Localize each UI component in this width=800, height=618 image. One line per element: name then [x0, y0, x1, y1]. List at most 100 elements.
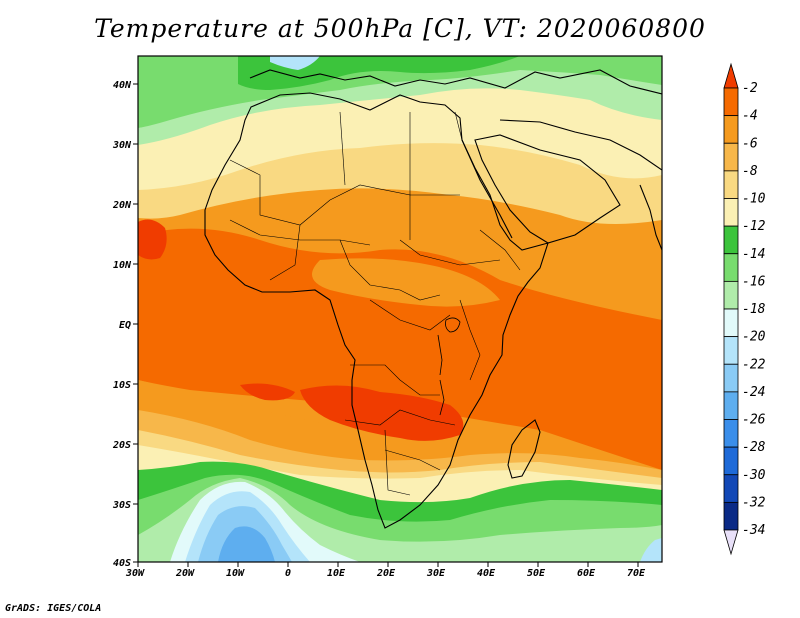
lat-tick-10n: 10N — [113, 260, 132, 271]
lat-tick-40s: 40S — [113, 558, 131, 569]
lat-tick-30s: 30S — [112, 500, 131, 511]
colorbar-label: -12 — [742, 219, 766, 234]
colorbar-bottom-arrow — [723, 529, 739, 556]
border-sahara-1 — [339, 111, 346, 186]
band-warm-strong-sw — [240, 383, 295, 401]
lon-tick-30e: 30E — [426, 568, 446, 579]
colorbar-label: -18 — [742, 302, 766, 317]
colorbar-swatch — [723, 253, 739, 282]
border-south-1 — [350, 364, 440, 396]
colorbar-label: -28 — [742, 440, 766, 455]
colorbar-swatch — [723, 501, 739, 531]
lon-tick-30w: 30W — [125, 568, 145, 579]
lat-tick-20n: 20N — [112, 200, 132, 211]
lat-tick-marks — [133, 83, 138, 563]
lon-tick-50e: 50E — [527, 568, 546, 579]
lat-tick-10s: 10S — [113, 380, 131, 391]
lat-tick-40n: 40N — [113, 80, 132, 91]
lat-tick-eq: EQ — [119, 320, 131, 331]
colorbar-label: -8 — [742, 164, 758, 179]
colorbar-swatch — [723, 446, 739, 476]
india-coastline — [639, 184, 662, 251]
border-east — [459, 299, 481, 381]
colorbar-label: -20 — [742, 330, 766, 345]
lon-tick-60e: 60E — [577, 568, 596, 579]
border-south-3 — [384, 449, 441, 471]
border-central-3 — [369, 299, 451, 331]
map-frame — [137, 55, 663, 563]
border-nw — [229, 159, 411, 240]
lon-tick-20e: 20E — [376, 568, 396, 579]
band-light-blue-north — [270, 56, 320, 70]
colorbar-label: -32 — [742, 495, 766, 510]
border-sahel — [269, 224, 301, 281]
lon-tick-10e: 10E — [327, 568, 346, 579]
band-warm-strong-west — [138, 219, 167, 260]
colorbar-swatch — [723, 391, 739, 420]
colorbar-label: -6 — [742, 136, 758, 151]
band-warm-mid-core — [312, 258, 500, 307]
lon-tick-marks — [137, 562, 639, 567]
map-title: Temperature at 500hPa [C], VT: 202006080… — [94, 14, 706, 43]
colorbar-label: -2 — [742, 81, 758, 96]
border-south-2 — [344, 409, 456, 426]
lon-tick-70e: 70E — [627, 568, 646, 579]
lake-tanganyika — [437, 334, 443, 376]
colorbar-swatch — [723, 419, 739, 448]
persia-coastline — [499, 119, 662, 171]
colorbar-label: -14 — [742, 247, 765, 262]
country-borders — [229, 111, 521, 496]
colorbar-swatch — [723, 474, 739, 503]
border-central-2 — [399, 239, 501, 266]
lat-tick-30n: 30N — [112, 140, 132, 151]
band-warm-tropics — [138, 228, 662, 470]
colorbar-swatch — [723, 308, 739, 338]
lake-malawi — [439, 379, 445, 416]
lake-victoria — [445, 317, 461, 333]
colorbar-swatch — [723, 363, 739, 393]
lon-tick-labels: 30W 20W 10W 0 10E 20E 30E 40E 50E 60E 70… — [125, 568, 646, 579]
coastlines — [204, 69, 662, 529]
colorbar-top-arrow — [723, 62, 739, 89]
colorbar-swatch — [723, 170, 739, 199]
inland-lakes — [437, 317, 461, 416]
colorbar: -2 -4 -6 -8 -10 -12 -14 -16 -18 -20 -22 -24 -26 -28 -3… — [723, 62, 766, 556]
border-sahara-2 — [409, 112, 460, 196]
colorbar-swatch — [723, 225, 739, 255]
lon-tick-40e: 40E — [477, 568, 496, 579]
colorbar-label: -30 — [742, 468, 766, 483]
colorbar-label: -4 — [742, 109, 758, 124]
colorbar-label: -10 — [742, 192, 766, 207]
credit-label: GrADS: IGES/COLA — [5, 603, 102, 614]
colorbar-label: -16 — [742, 274, 766, 289]
colorbar-label: -34 — [742, 523, 765, 538]
europe-coastline — [249, 69, 662, 95]
band-warm-strong-south — [300, 385, 464, 441]
temperature-field — [138, 56, 662, 562]
colorbar-label: -26 — [742, 413, 766, 428]
lon-tick-0: 0 — [285, 568, 291, 579]
border-horn — [479, 229, 521, 271]
colorbar-swatch — [723, 115, 739, 144]
colorbar-label: -22 — [742, 357, 766, 372]
band-light-blue-se — [640, 538, 662, 562]
madagascar-coastline — [507, 419, 541, 479]
colorbar-label: -24 — [742, 385, 765, 400]
lat-tick-20s: 20S — [112, 440, 131, 451]
arabia-coastline — [474, 134, 621, 244]
colorbar-swatch — [723, 280, 739, 310]
band-deep-blue-south — [218, 526, 275, 562]
lon-tick-10w: 10W — [226, 568, 245, 579]
colorbar-swatch — [723, 336, 739, 365]
border-west-1 — [229, 219, 371, 246]
red-sea-line — [461, 139, 513, 239]
africa-coastline — [204, 92, 549, 529]
colorbar-swatch — [723, 198, 739, 227]
colorbar-swatch — [723, 142, 739, 172]
border-south-4 — [384, 429, 411, 496]
border-central-1 — [339, 239, 441, 301]
lon-tick-20w: 20W — [175, 568, 195, 579]
border-levant — [454, 111, 463, 141]
colorbar-swatch — [723, 87, 739, 117]
